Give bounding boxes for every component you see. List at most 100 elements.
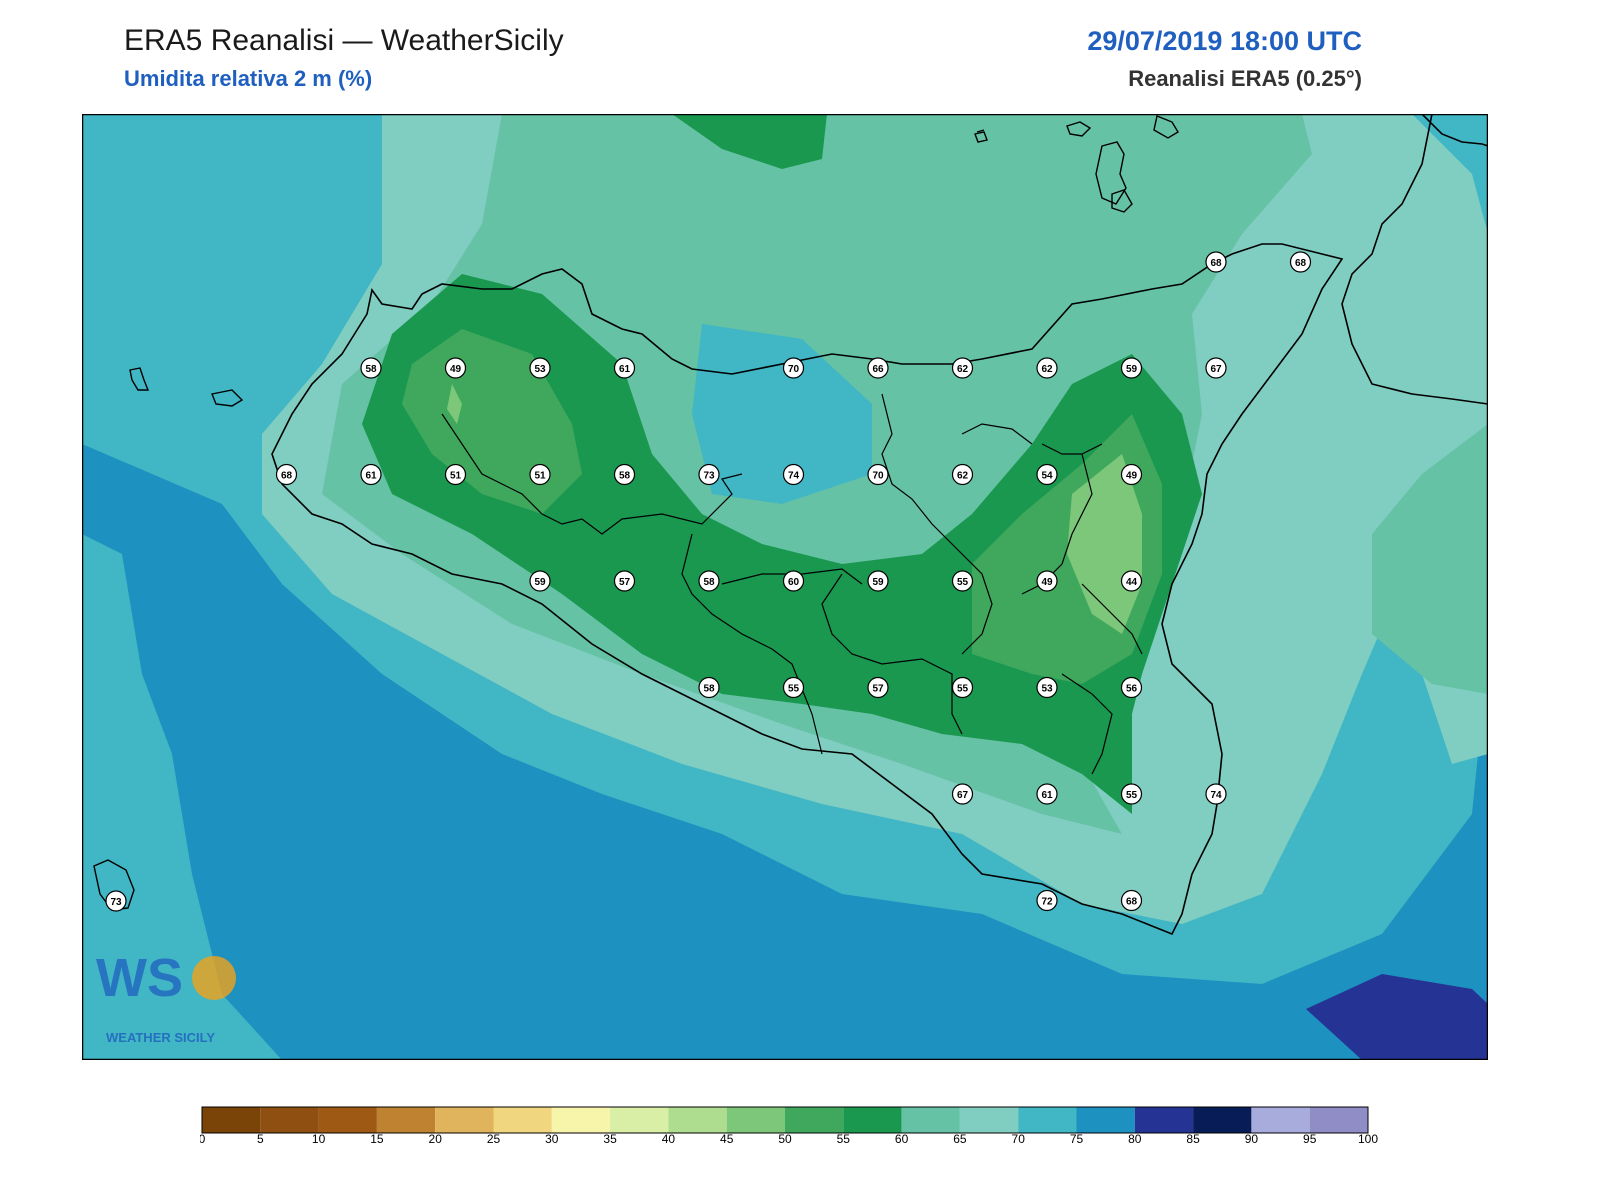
field-70-75-center xyxy=(692,324,872,504)
station-marker: 56 xyxy=(1120,676,1143,699)
colorbar: 0 5 10 15 20 25 30 35 40 45 50 55 60 65 70 75 80 85 90 95 10… xyxy=(200,1106,1378,1145)
colorbar-swatch xyxy=(843,1107,902,1133)
station-value: 67 xyxy=(1210,364,1222,375)
station-marker: 66 xyxy=(867,357,889,379)
colorbar-swatch xyxy=(959,1107,1019,1133)
colorbar-tick-label: 25 xyxy=(487,1132,501,1145)
station-value: 68 xyxy=(1295,258,1307,269)
station-marker-circle xyxy=(1120,783,1143,805)
colorbar-tick-label: 60 xyxy=(895,1132,909,1145)
field-45-50-west xyxy=(447,384,462,424)
station-value: 70 xyxy=(872,471,884,482)
colorbar-tick-label: 55 xyxy=(837,1132,851,1145)
station-marker: 58 xyxy=(698,676,720,699)
station-marker-circle xyxy=(867,463,889,486)
colorbar-tick-label: 90 xyxy=(1245,1132,1259,1145)
colorbar-swatch xyxy=(551,1107,611,1133)
station-value: 74 xyxy=(788,471,800,482)
station-marker: 58 xyxy=(613,463,636,486)
station-marker-circle xyxy=(1120,357,1143,379)
station-marker-circle xyxy=(613,463,636,486)
colorbar-swatch xyxy=(1134,1107,1194,1133)
station-value: 54 xyxy=(1041,471,1053,482)
station-value: 51 xyxy=(450,471,462,482)
station-marker: 61 xyxy=(360,463,382,486)
station-marker: 62 xyxy=(951,357,974,379)
station-marker: 74 xyxy=(782,463,805,486)
province-borders xyxy=(441,393,1143,775)
station-marker-circle xyxy=(782,357,805,379)
station-marker-circle xyxy=(529,570,551,592)
station-values: 58 49 53 61 70 66 62 62 59 67 68 61 51 51 58 73 74 70 62 54… xyxy=(105,251,1312,912)
colorbar-tick-label: 100 xyxy=(1358,1132,1378,1145)
station-marker-circle xyxy=(782,676,805,699)
valid-datetime: 29/07/2019 18:00 UTC xyxy=(1087,26,1362,56)
colorbar-tick-label: 45 xyxy=(720,1132,734,1145)
colorbar-tick-label: 50 xyxy=(778,1132,792,1145)
field-80-85 xyxy=(1306,974,1488,1060)
station-marker-circle xyxy=(360,463,382,486)
colorbar-tick-label: 10 xyxy=(312,1132,326,1145)
station-marker-circle xyxy=(1036,570,1058,592)
station-marker: 51 xyxy=(529,463,551,486)
station-value: 58 xyxy=(365,364,377,375)
station-marker-circle xyxy=(867,357,889,379)
field-60-65-east xyxy=(1372,424,1488,694)
island-lipari xyxy=(1095,141,1127,205)
station-marker-circle xyxy=(1289,251,1312,273)
station-value: 62 xyxy=(1041,364,1053,375)
field-55-60-main xyxy=(362,274,1202,814)
station-marker: 49 xyxy=(1120,463,1143,486)
station-marker-circle xyxy=(1120,463,1143,486)
station-marker: 73 xyxy=(105,890,127,912)
station-marker-circle xyxy=(1036,889,1058,912)
station-value: 61 xyxy=(365,471,377,482)
station-marker-circle xyxy=(275,463,298,486)
station-marker-circle xyxy=(1036,357,1058,379)
colorbar-tick-label: 95 xyxy=(1303,1132,1317,1145)
station-value: 53 xyxy=(1041,684,1053,695)
station-marker: 74 xyxy=(1205,783,1227,805)
island-vulcano xyxy=(1111,189,1133,213)
station-value: 55 xyxy=(957,577,969,588)
island-pantelleria xyxy=(93,859,135,911)
station-marker: 72 xyxy=(1036,889,1058,912)
colorbar-swatch xyxy=(1018,1107,1077,1133)
station-marker: 70 xyxy=(867,463,889,486)
station-value: 58 xyxy=(619,471,631,482)
station-value: 68 xyxy=(1210,258,1222,269)
station-value: 58 xyxy=(703,577,715,588)
weathersicily-logo: WS WEATHER SICILY xyxy=(96,948,236,1045)
station-marker-circle xyxy=(1120,570,1143,592)
colorbar-swatch xyxy=(1193,1107,1252,1133)
station-value: 53 xyxy=(534,364,546,375)
station-value: 60 xyxy=(788,577,800,588)
colorbar-tick-label: 40 xyxy=(662,1132,676,1145)
station-marker-circle xyxy=(1120,889,1143,912)
station-marker: 61 xyxy=(1036,783,1058,805)
station-marker: 49 xyxy=(444,357,467,379)
colorbar-swatch xyxy=(318,1107,377,1133)
colorbar-tick-label: 15 xyxy=(370,1132,384,1145)
station-marker-circle xyxy=(1205,357,1227,379)
station-value: 61 xyxy=(619,364,631,375)
station-value: 61 xyxy=(1041,790,1053,801)
station-value: 62 xyxy=(957,364,969,375)
station-marker-circle xyxy=(951,676,974,699)
colorbar-swatch xyxy=(785,1107,844,1133)
station-value: 59 xyxy=(872,577,884,588)
station-value: 55 xyxy=(1126,790,1138,801)
station-marker: 62 xyxy=(1036,357,1058,379)
station-marker: 59 xyxy=(529,570,551,592)
island-panarea xyxy=(974,131,988,143)
colorbar-swatch xyxy=(1076,1107,1135,1133)
station-marker-circle xyxy=(529,463,551,486)
station-marker: 59 xyxy=(867,570,889,592)
station-value: 73 xyxy=(703,471,715,482)
island-favignana xyxy=(211,389,244,407)
station-value: 55 xyxy=(957,684,969,695)
station-marker-circle xyxy=(613,570,636,592)
station-value: 59 xyxy=(1126,364,1138,375)
station-marker: 44 xyxy=(1120,570,1143,592)
station-marker: 57 xyxy=(867,676,889,699)
